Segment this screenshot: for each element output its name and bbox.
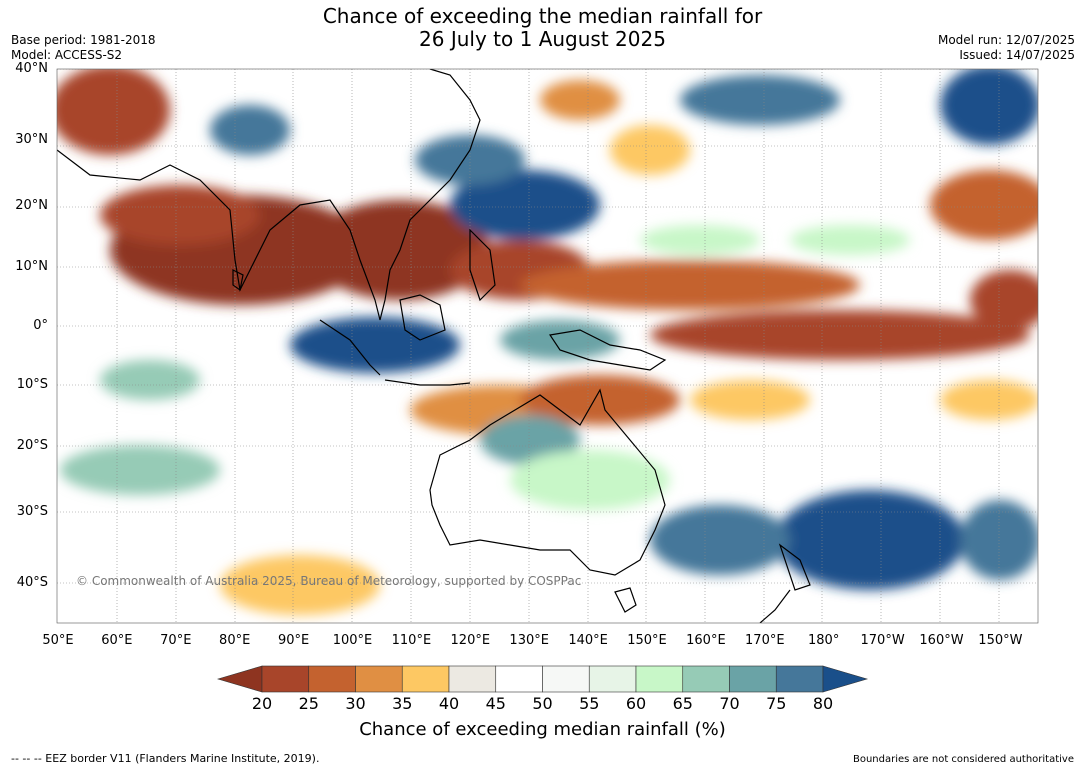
colorbar-tick-label: 40: [438, 694, 460, 713]
colorbar-tick-label: 50: [532, 694, 553, 713]
colorbar-segment: [448, 665, 497, 693]
sumatra-coast: [319, 319, 381, 376]
colorbar-tick-label: 55: [579, 694, 600, 713]
latitude-label: 10°S: [16, 377, 48, 392]
sri-lanka-coast: [232, 269, 244, 292]
colorbar-segment: [729, 665, 777, 693]
latitude-label: 30°N: [15, 132, 48, 147]
borneo-coast: [399, 294, 446, 341]
longitude-label: 160°W: [919, 633, 964, 648]
latitude-label: 40°S: [16, 575, 48, 590]
base-period-text: Base period: 1981-2018: [11, 33, 156, 47]
nz-south-coast: [759, 589, 791, 623]
latitude-label: 10°N: [15, 259, 48, 274]
longitude-label: 100°E: [332, 633, 373, 648]
colorbar-tick-label: 30: [345, 694, 366, 713]
rainfall-shading: [57, 69, 1038, 615]
longitude-label: 130°E: [509, 633, 549, 648]
colorbar-title: Chance of exceeding median rainfall (%): [359, 719, 726, 740]
latitude-label: 30°S: [16, 504, 48, 519]
colorbar-tick-label: 65: [672, 694, 693, 713]
map-title-line1: Chance of exceeding the median rainfall …: [322, 4, 763, 28]
longitude-label: 80°E: [219, 633, 251, 648]
colorbar-segment: [775, 665, 824, 693]
map-title-line2: 26 July to 1 August 2025: [419, 27, 666, 51]
latitude-label: 20°S: [16, 438, 48, 453]
longitude-label: 160°E: [686, 633, 726, 648]
colorbar-segment: [542, 665, 590, 693]
longitude-label: 170°W: [860, 633, 905, 648]
colorbar-segment: [401, 665, 450, 693]
colorbar-segment: [355, 665, 403, 693]
copyright-text: © Commonwealth of Australia 2025, Bureau…: [76, 574, 582, 588]
latitude-label: 0°: [33, 318, 48, 333]
longitude-label: 70°E: [160, 633, 192, 648]
longitude-label: 140°E: [568, 633, 608, 648]
colorbar-low-arrow: [216, 665, 263, 693]
colorbar-tick-label: 25: [298, 694, 319, 713]
map-plot-area: [57, 69, 1038, 623]
philippines-coast: [469, 228, 496, 302]
colorbar-segment: [588, 665, 637, 693]
colorbar-tick-label: 35: [392, 694, 413, 713]
longitude-label: 90°E: [277, 633, 310, 648]
graticule: [57, 69, 1038, 623]
colorbar-segment: [261, 665, 310, 693]
model-run-text: Model run: 12/07/2025: [937, 33, 1075, 47]
colorbar-tick-label: 70: [719, 694, 740, 713]
colorbar: [216, 665, 869, 693]
longitude-label: 150°E: [627, 633, 667, 648]
colorbar-tick-label: 20: [251, 694, 273, 713]
australia-coast: [429, 388, 666, 576]
longitude-label: 180°: [808, 633, 840, 648]
longitude-label: 170°E: [745, 633, 785, 648]
colorbar-tick-label: 80: [812, 694, 834, 713]
latitude-label: 20°N: [15, 198, 48, 213]
colorbar-tick-label: 75: [766, 694, 787, 713]
coastlines: [57, 69, 811, 623]
colorbar-segment: [682, 665, 730, 693]
eez-legend-text: -- -- -- EEZ border V11 (Flanders Marine…: [11, 752, 320, 765]
latitude-label: 40°N: [15, 61, 48, 76]
boundaries-note: Boundaries are not considered authoritat…: [852, 754, 1074, 765]
longitude-label: 50°E: [42, 633, 74, 648]
longitude-label: 60°E: [101, 633, 133, 648]
longitude-label: 150°W: [978, 633, 1023, 648]
nz-north-coast: [778, 543, 811, 591]
asia-coast: [57, 69, 481, 321]
issued-text: Issued: 14/07/2025: [959, 48, 1075, 62]
colorbar-tick-label: 45: [485, 694, 506, 713]
model-text: Model: ACCESS-S2: [11, 48, 123, 62]
colorbar-tick-label: 60: [625, 694, 647, 713]
java-coast: [384, 379, 471, 386]
tasmania-coast: [614, 587, 637, 613]
colorbar-high-arrow: [822, 665, 869, 693]
longitude-label: 110°E: [391, 633, 432, 648]
colorbar-segment: [635, 665, 684, 693]
new-guinea-coast: [548, 329, 667, 371]
colorbar-segment: [495, 665, 543, 693]
colorbar-segment: [308, 665, 356, 693]
longitude-label: 120°E: [450, 633, 491, 648]
